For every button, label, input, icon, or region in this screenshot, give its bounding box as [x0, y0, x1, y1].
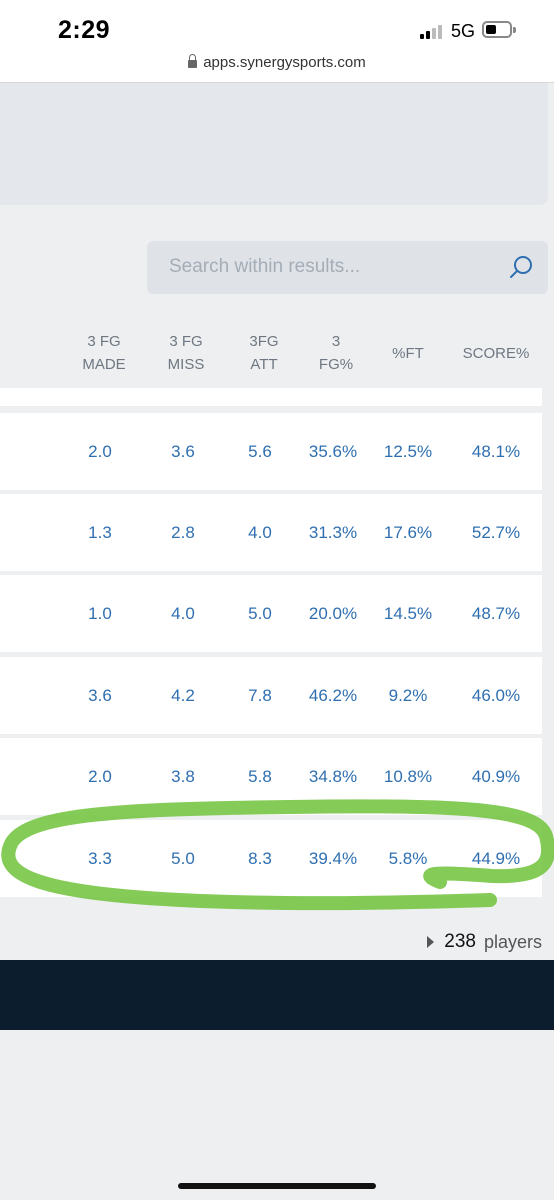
table-cell[interactable]: 10.8% [383, 767, 433, 786]
table-cell[interactable]: 5.0 [248, 604, 272, 623]
table-cell[interactable]: 20.0% [308, 604, 358, 623]
table-row[interactable]: 1.0 4.0 5.0 20.0% 14.5% 48.7% [0, 575, 542, 652]
table-cell[interactable]: 3.8 [171, 767, 195, 786]
status-bar: 2:29 5G [0, 0, 554, 52]
player-count-label: players [483, 931, 542, 952]
table-cell[interactable]: 5.8 [248, 767, 272, 786]
table-cell[interactable]: 17.6% [383, 523, 433, 542]
table-header: 3 FG MADE 3 FG MISS 3FG ATT 3 FG% %FT SCORE% [0, 318, 554, 388]
status-time: 2:29 [58, 16, 111, 44]
table-cell[interactable]: 5.0 [171, 849, 195, 868]
play-triangle-icon[interactable] [427, 936, 435, 948]
browser-url-bar[interactable]: apps.synergysports.com [0, 52, 554, 83]
table-row[interactable]: 1.3 2.8 4.0 31.3% 17.6% 52.7% [0, 494, 542, 571]
table-row-partial [0, 388, 542, 406]
lock-icon [188, 54, 198, 68]
table-cell[interactable]: 39.4% [308, 849, 358, 868]
search-icon[interactable] [508, 254, 534, 280]
column-header-score-pct[interactable]: SCORE% [462, 344, 530, 362]
column-header-3fg-pct[interactable]: 3 FG% [318, 333, 354, 373]
table-cell[interactable]: 40.9% [471, 767, 521, 786]
table-cell[interactable]: 34.8% [308, 767, 358, 786]
column-header-ft-pct[interactable]: %FT [392, 344, 424, 362]
table-cell[interactable]: 3.6 [88, 686, 112, 705]
table-cell[interactable]: 2.8 [171, 523, 195, 542]
column-header-3fg-att[interactable]: 3FG ATT [249, 333, 279, 373]
player-count-number: 238 [444, 931, 476, 952]
table-cell[interactable]: 8.3 [248, 849, 272, 868]
table-cell[interactable]: 48.1% [471, 442, 521, 461]
table-row[interactable]: 3.6 4.2 7.8 46.2% 9.2% 46.0% [0, 657, 542, 734]
network-label: 5G [451, 21, 476, 41]
table-cell[interactable]: 46.2% [308, 686, 358, 705]
table-cell[interactable]: 4.0 [171, 604, 195, 623]
column-header-3fg-miss[interactable]: 3 FG MISS [167, 333, 205, 373]
table-cell[interactable]: 1.3 [88, 523, 112, 542]
player-count: 238 players [427, 928, 542, 956]
table-cell[interactable]: 7.8 [248, 686, 272, 705]
table-cell[interactable]: 14.5% [383, 604, 433, 623]
search-box[interactable] [147, 241, 548, 294]
table-cell[interactable]: 52.7% [471, 523, 521, 542]
url-text: apps.synergysports.com [203, 54, 366, 71]
table-cell[interactable]: 4.2 [171, 686, 195, 705]
table-cell[interactable]: 1.0 [88, 604, 112, 623]
table-cell[interactable]: 46.0% [471, 686, 521, 705]
table-row[interactable]: 2.0 3.8 5.8 34.8% 10.8% 40.9% [0, 738, 542, 815]
table-cell[interactable]: 48.7% [471, 604, 521, 623]
table-cell[interactable]: 12.5% [383, 442, 433, 461]
column-header-3fg-made[interactable]: 3 FG MADE [82, 333, 126, 373]
table-cell[interactable]: 9.2% [388, 686, 428, 705]
table-cell[interactable]: 35.6% [308, 442, 358, 461]
table-cell[interactable]: 4.0 [248, 523, 272, 542]
table-cell[interactable]: 44.9% [471, 849, 521, 868]
table-cell[interactable]: 3.3 [88, 849, 112, 868]
bottom-toolbar [0, 960, 554, 1030]
table-row[interactable]: 2.0 3.6 5.6 35.6% 12.5% 48.1% [0, 413, 542, 490]
table-cell[interactable]: 5.6 [248, 442, 272, 461]
battery-icon [482, 21, 516, 38]
home-indicator[interactable] [178, 1183, 376, 1189]
table-cell[interactable]: 31.3% [308, 523, 358, 542]
table-cell[interactable]: 2.0 [88, 767, 112, 786]
table-cell[interactable]: 3.6 [171, 442, 195, 461]
table-row[interactable]: 3.3 5.0 8.3 39.4% 5.8% 44.9% [0, 820, 542, 897]
signal-icon [420, 24, 442, 39]
table-cell[interactable]: 2.0 [88, 442, 112, 461]
search-input[interactable] [169, 254, 489, 280]
header-panel [0, 83, 548, 205]
table-cell[interactable]: 5.8% [388, 849, 428, 868]
